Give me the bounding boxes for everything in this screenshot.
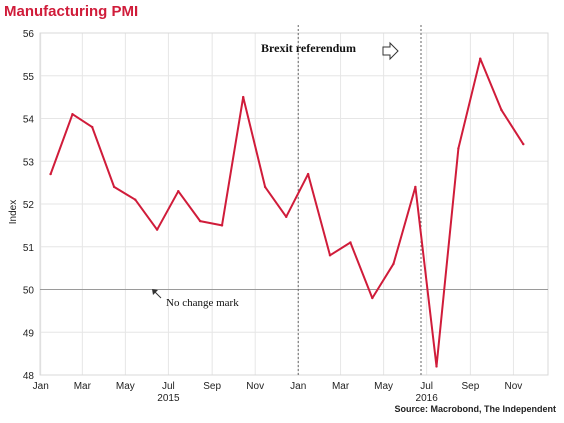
year-label: 2015	[157, 393, 180, 404]
data-point	[155, 228, 159, 231]
data-point	[457, 147, 460, 150]
plot-frame	[39, 32, 549, 376]
x-tick-label: Nov	[505, 381, 523, 392]
y-tick-labels: 48 49 50 51 52 53 54 55 56	[23, 29, 35, 382]
no-change-mark-label: No change mark	[166, 297, 239, 309]
year-label: 2016	[416, 393, 439, 404]
x-tick-label: Jan	[290, 381, 306, 392]
x-tick-label: Mar	[332, 381, 350, 392]
x-tick-label: Nov	[246, 381, 264, 392]
data-point	[134, 198, 137, 201]
data-point	[198, 219, 202, 223]
y-tick-label: 56	[23, 29, 35, 40]
x-tick-label: May	[374, 381, 393, 392]
x-tick-label: Jul	[162, 381, 175, 392]
right-arrow-icon	[382, 41, 399, 61]
data-point	[49, 172, 52, 176]
x-tick-label: May	[116, 381, 135, 392]
x-tick-label: Jan	[33, 381, 49, 392]
up-left-arrow-icon	[152, 289, 162, 299]
data-point	[242, 95, 245, 99]
y-tick-label: 51	[23, 243, 35, 254]
y-tick-label: 53	[23, 157, 35, 168]
y-tick-label: 50	[23, 286, 35, 297]
data-point	[220, 224, 224, 227]
gridlines	[40, 32, 548, 376]
chart-title: Manufacturing PMI	[4, 3, 139, 20]
y-axis-label: Index	[8, 200, 19, 224]
data-point	[479, 57, 482, 60]
data-point	[328, 254, 332, 257]
x-tick-labels: Jan Mar May Jul Sep Nov Jan Mar May Jul Sep Nov	[33, 381, 523, 392]
data-point	[500, 108, 503, 112]
x-tick-label: Jul	[420, 381, 433, 392]
x-tick-label: Sep	[461, 381, 479, 392]
brexit-annotation-label: Brexit referendum	[261, 41, 356, 55]
pmi-series-line	[49, 57, 525, 368]
data-point	[371, 296, 374, 300]
data-point	[435, 365, 438, 368]
data-point	[392, 262, 395, 266]
year-labels: 2015 2016	[157, 393, 438, 404]
data-point	[306, 172, 310, 176]
source-note: Source: Macrobond, The Independent	[394, 404, 556, 414]
y-tick-label: 55	[23, 72, 35, 83]
data-points	[49, 57, 525, 368]
x-tick-label: Mar	[74, 381, 92, 392]
y-tick-label: 49	[23, 328, 35, 339]
y-tick-label: 48	[23, 371, 35, 382]
x-tick-label: Sep	[203, 381, 221, 392]
y-tick-label: 52	[23, 200, 35, 211]
data-point	[177, 189, 180, 193]
data-point	[522, 142, 525, 146]
y-tick-label: 54	[23, 115, 35, 126]
data-point	[91, 125, 94, 129]
data-point	[71, 113, 74, 116]
data-point	[112, 185, 116, 189]
data-point	[414, 185, 417, 189]
data-point	[349, 241, 352, 244]
data-point	[263, 185, 267, 189]
data-point	[285, 215, 288, 219]
vertical-markers	[297, 25, 422, 375]
